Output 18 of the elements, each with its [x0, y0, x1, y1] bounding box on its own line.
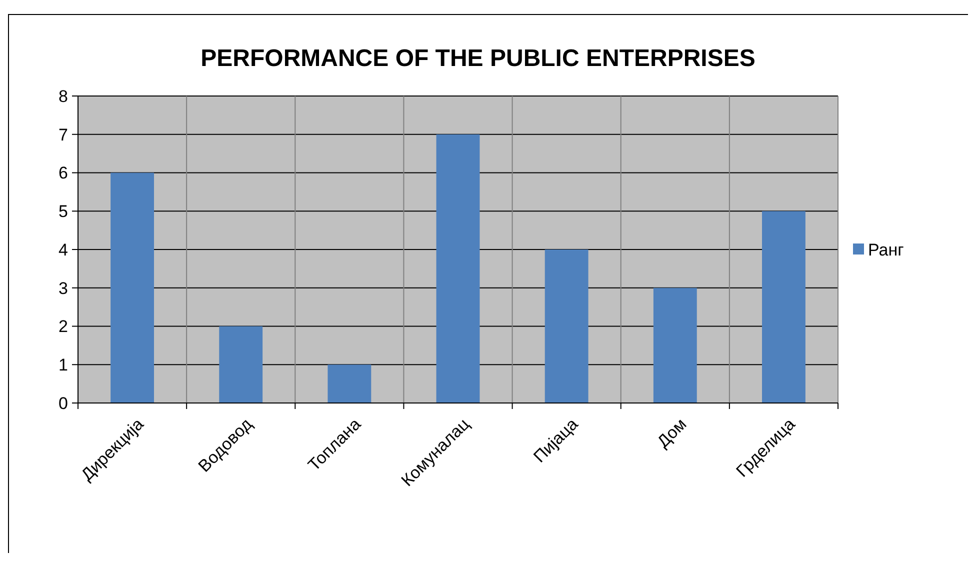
y-tick-label: 5: [58, 202, 68, 222]
bar: [436, 134, 480, 403]
legend-label: Ранг: [868, 240, 904, 260]
bar: [219, 326, 263, 403]
y-tick-label: 4: [58, 240, 68, 260]
y-tick-label: 8: [58, 86, 68, 106]
y-tick-label: 7: [58, 125, 68, 144]
bar: [544, 250, 588, 403]
chart-title: PERFORMANCE OF THE PUBLIC ENTERPRISES: [200, 45, 756, 72]
bar: [110, 172, 154, 403]
y-tick-label: 1: [58, 356, 68, 375]
y-tick-label: 3: [58, 278, 68, 298]
bar: [653, 288, 697, 403]
bar: [328, 364, 372, 403]
y-tick-label: 2: [58, 317, 68, 336]
y-tick-label: 0: [58, 394, 68, 413]
bar: [762, 211, 806, 403]
y-tick-label: 6: [58, 164, 68, 183]
